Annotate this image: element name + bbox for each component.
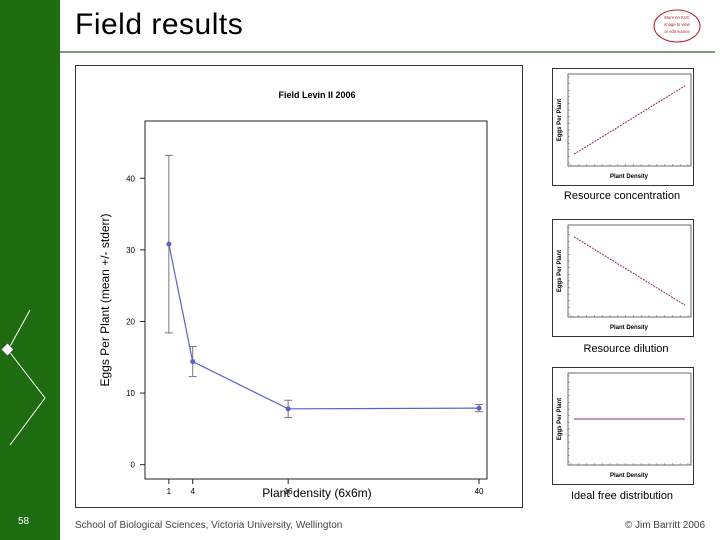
caption-concentration: Resource concentration <box>563 190 681 202</box>
green-sidebar <box>0 0 60 540</box>
slide-title: Field results <box>75 8 244 41</box>
mini-0-x-label: Plant Density <box>610 174 649 180</box>
main-chart: Field Levin II 2006 0 10 20 30 40 1 4 16 40 Plan… <box>75 65 523 508</box>
y-tick-label-0: 0 <box>131 461 136 470</box>
x-tick-label-2: 16 <box>284 487 293 496</box>
x-tick-label-3: 40 <box>475 487 484 496</box>
series-line <box>168 244 480 410</box>
seal-line-2: image to view <box>664 22 691 27</box>
data-point-2 <box>285 406 291 412</box>
y-tick-label-2: 20 <box>126 317 135 326</box>
y-tick-label-3: 30 <box>126 246 135 255</box>
seal-line-3: or edit source <box>664 29 690 34</box>
y-tick-label-1: 10 <box>126 389 135 398</box>
main-chart-title: Field Levin II 2006 <box>278 90 355 100</box>
mini-chart-dilution: Plant Density Eggs Per Plant <box>552 219 694 337</box>
caption-ideal-free: Ideal free distribution <box>570 490 674 502</box>
main-axis-ticks: 0 10 20 30 40 1 4 16 40 <box>126 174 484 496</box>
title-divider <box>60 51 715 53</box>
data-point-0 <box>166 241 172 247</box>
main-series-marks <box>164 154 484 418</box>
dilution-line <box>573 236 686 306</box>
main-y-axis-label: Eggs Per Plant (mean +/- stderr) <box>98 213 112 386</box>
footer-copyright: © Jim Barritt 2006 <box>624 520 705 531</box>
footer-institution: School of Biological Sciences, Victoria … <box>75 520 343 531</box>
mini-chart-ideal-free: Plant Density Eggs Per Plant <box>552 367 694 485</box>
seal-stamp-icon: More on KVC image to view or edit source <box>653 9 701 43</box>
data-point-1 <box>190 359 196 365</box>
mini-1-y-label: Eggs Per Plant <box>557 250 563 292</box>
y-tick-label-4: 40 <box>126 174 135 183</box>
mini-1-x-label: Plant Density <box>610 325 649 331</box>
side-connector-lines <box>0 309 46 446</box>
caption-dilution: Resource dilution <box>583 343 669 355</box>
x-tick-label-1: 4 <box>190 487 195 496</box>
main-x-axis-label: Plant density (6x6m) <box>262 486 371 500</box>
main-plot-area <box>144 120 488 480</box>
mini-chart-concentration: Plant Density Eggs Per Plant <box>552 68 694 186</box>
data-point-3 <box>476 405 482 411</box>
mini-2-x-label: Plant Density <box>610 473 649 479</box>
main-chart-frame <box>75 65 523 508</box>
connector-node-icon <box>0 342 15 357</box>
mini-0-y-label: Eggs Per Plant <box>557 99 563 141</box>
mini-2-y-label: Eggs Per Plant <box>557 398 563 440</box>
page-number: 58 <box>18 516 30 527</box>
seal-line-1: More on KVC <box>664 15 689 20</box>
concentration-line <box>573 85 686 155</box>
x-tick-label-0: 1 <box>167 487 172 496</box>
